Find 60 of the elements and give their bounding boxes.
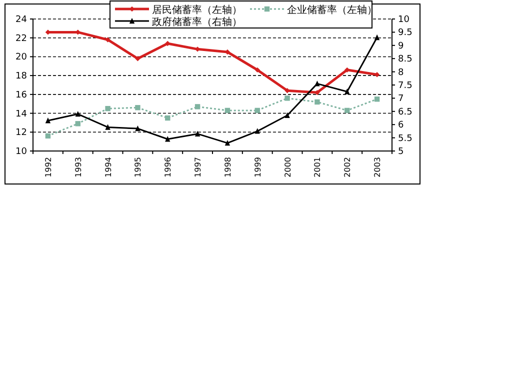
point [45, 118, 51, 124]
y-tick-label: 24 [16, 15, 28, 25]
point [135, 105, 140, 110]
point [75, 110, 80, 117]
point [165, 136, 170, 142]
y2-tick-label: 6 [398, 120, 404, 131]
point [254, 108, 260, 114]
point [105, 124, 110, 130]
y2-tick-label: 8.5 [398, 54, 412, 65]
y2-tick-label: 7 [398, 94, 404, 104]
x-tick-label: 1993 [74, 157, 83, 178]
point [374, 96, 380, 102]
x-tick-label: 1999 [253, 157, 262, 178]
x-tick-label: 1992 [44, 157, 53, 178]
point [374, 34, 380, 40]
y-tick-label: 22 [16, 34, 27, 44]
point [224, 140, 230, 146]
y2-tick-label: 10 [398, 15, 410, 25]
point [135, 56, 140, 62]
point [45, 133, 51, 139]
y-tick-label: 12 [16, 128, 27, 138]
point [314, 80, 320, 86]
y2-tick-label: 9 [398, 41, 404, 52]
point [254, 67, 260, 73]
y2-tick-label: 7.5 [398, 81, 412, 91]
point [75, 121, 80, 126]
point [224, 108, 230, 114]
x-tick-label: 2002 [343, 157, 352, 178]
y-tick-label: 20 [16, 52, 28, 63]
y2-tick-label: 8 [398, 68, 404, 78]
point [344, 108, 350, 114]
x-tick-label: 1997 [194, 157, 203, 178]
y-tick-label: 14 [16, 109, 28, 120]
point [344, 88, 350, 94]
point [105, 106, 110, 112]
point [194, 104, 200, 110]
y-tick-label: 18 [16, 72, 28, 82]
y2-tick-label: 6.5 [398, 107, 412, 118]
x-tick-label: 2000 [283, 157, 292, 178]
x-tick-label: 2001 [313, 157, 322, 178]
point [254, 128, 260, 134]
legend-label: 企业储蓄率（左轴） [287, 4, 377, 16]
y-tick-label: 16 [16, 90, 28, 100]
x-tick-label: 1996 [164, 157, 173, 178]
point [314, 99, 320, 105]
point [194, 130, 200, 136]
legend-label: 政府储蓄率（右轴） [152, 16, 242, 28]
x-tick-label: 1994 [104, 157, 113, 178]
y2-tick-label: 5 [398, 147, 404, 157]
point [165, 115, 170, 121]
y2-tick-label: 9.5 [398, 28, 412, 38]
point [135, 125, 140, 132]
x-tick-label: 2003 [373, 157, 382, 178]
point [284, 112, 290, 118]
legend-label: 居民储蓄率（左轴） [152, 4, 242, 16]
y-tick-label: 10 [16, 147, 28, 157]
point [284, 96, 290, 101]
y2-tick-label: 5.5 [398, 134, 412, 144]
x-tick-label: 1995 [134, 157, 143, 178]
x-tick-label: 1998 [223, 157, 232, 178]
